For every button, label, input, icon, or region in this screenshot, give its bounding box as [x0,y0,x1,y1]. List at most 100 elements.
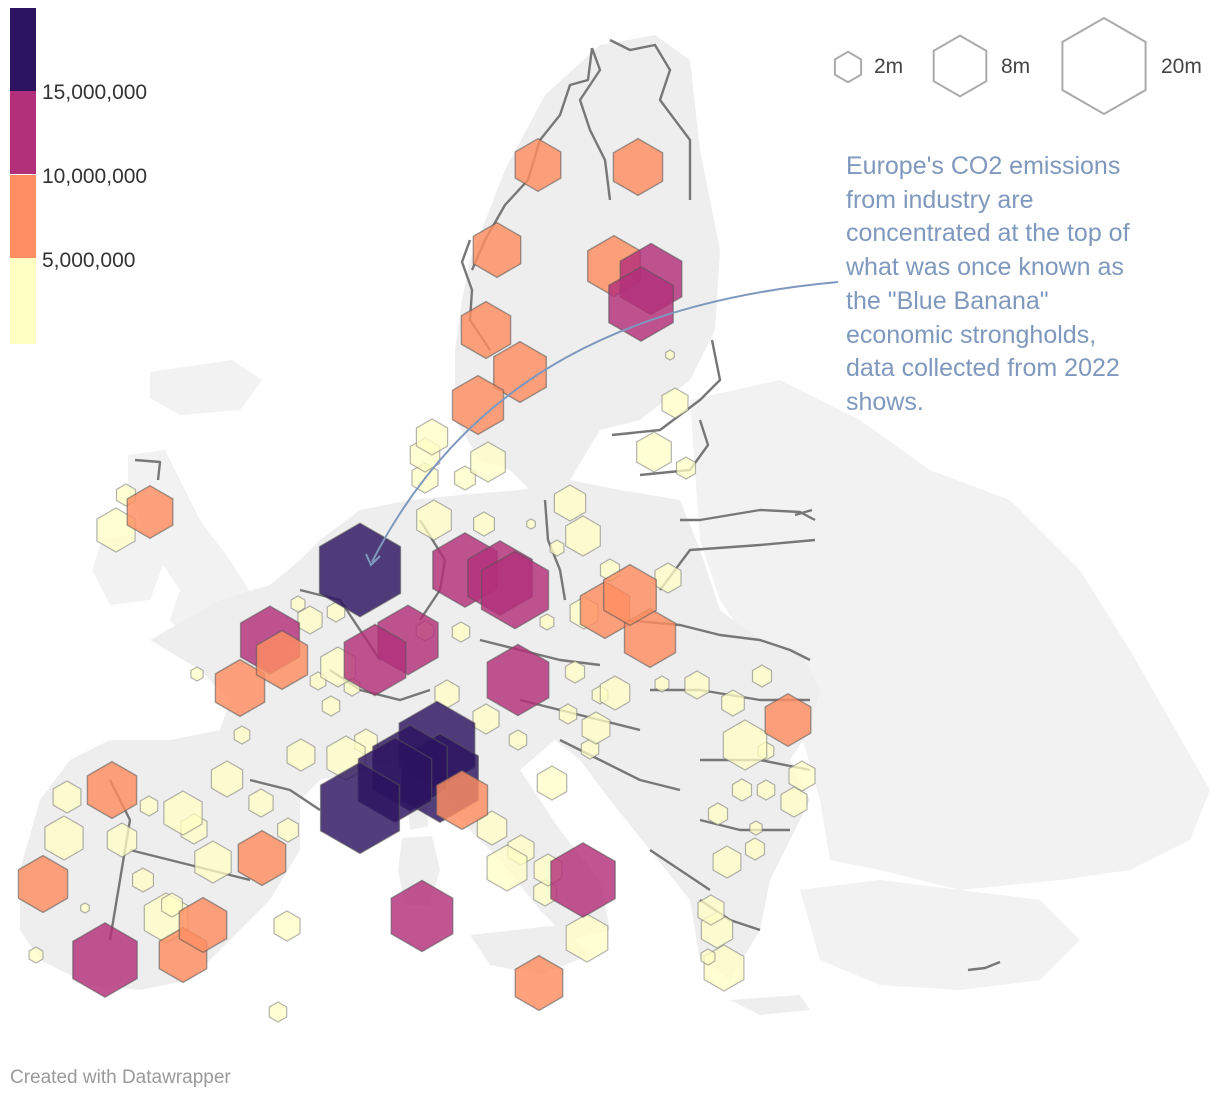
small-emission-hex [106,822,138,858]
emission-hex [764,692,812,748]
small-emission-hex [553,484,587,522]
small-emission-hex [486,844,528,892]
small-emission-hex [416,499,452,541]
anatolia-land [800,880,1080,990]
emission-hex [390,879,454,953]
emission-hex [550,841,616,919]
small-emission-hex [268,1001,288,1023]
annotation-line: Europe's CO2 emissions [846,152,1121,180]
small-emission-hex [539,613,555,631]
small-emission-hex [549,539,565,557]
small-emission-hex [163,790,203,836]
emission-hex [472,221,522,279]
small-emission-hex [565,913,609,963]
emission-hex [460,300,512,360]
small-emission-hex [415,418,449,456]
small-emission-hex [321,695,341,717]
emission-hex [319,761,401,855]
small-emission-hex [684,670,710,700]
annotation-text: Europe's CO2 emissions from industry are… [846,150,1206,420]
small-emission-hex [290,595,306,613]
annotation-line: economic strongholds, [846,320,1097,349]
small-emission-hex [233,725,251,745]
small-emission-hex [44,815,84,861]
annotation-arrow [365,281,839,567]
emission-hex [237,829,287,887]
small-emission-hex [472,703,500,735]
emission-hex [603,563,657,627]
small-emission-hex [665,349,675,361]
size-legend [833,16,1147,116]
annotation-line: concentrated at the top of [846,219,1130,248]
emission-hex [343,623,407,697]
color-legend [10,8,36,344]
small-emission-hex [751,664,773,688]
size-legend-label-2m: 2m [874,55,904,78]
small-emission-hex [194,840,232,884]
crete-land [730,995,810,1015]
small-emission-hex [80,902,90,914]
emission-hex [451,374,505,436]
emission-hex [255,629,309,691]
small-emission-hex [161,892,183,918]
small-emission-hex [780,786,808,818]
size-legend-hex [1061,16,1147,116]
legend-swatch [10,258,36,344]
emission-hex [493,340,547,404]
legend-tick-15m: 15,000,000 [42,81,148,104]
small-emission-hex [675,456,697,480]
small-emission-hex [286,738,316,772]
small-emission-hex [700,948,716,966]
emission-hex [608,265,674,343]
small-emission-hex [526,518,536,530]
small-emission-hex [470,441,506,483]
small-emission-hex [661,387,689,419]
small-emission-hex [297,605,323,635]
iceland-outline [150,360,262,415]
small-emission-hex [788,760,816,792]
small-emission-hex [654,675,670,693]
size-legend-hex [932,34,988,98]
emission-hex [480,550,550,630]
small-emission-hex [28,946,44,964]
small-emission-hex [599,675,631,711]
small-emission-hex [273,910,301,942]
small-emission-hex [744,837,766,861]
small-emission-hex [697,894,725,926]
annotation-line: the "Blue Banana" [846,286,1049,315]
emission-hex [612,137,664,197]
small-emission-hex [749,820,763,836]
small-emission-hex [132,867,154,893]
small-emission-hex [536,765,568,801]
small-emission-hex [731,778,753,802]
small-emission-hex [473,511,495,537]
small-emission-hex [558,703,578,725]
small-emission-hex [756,779,776,801]
legend-swatch [10,8,36,91]
small-emission-hex [581,711,611,745]
annotation-line: shows. [846,387,924,416]
legend-swatch [10,91,36,174]
small-emission-hex [248,788,274,818]
emission-hex [72,921,138,999]
annotation-line: what was once known as [846,253,1124,282]
emission-hex [17,854,69,914]
small-emission-hex [707,802,729,826]
small-emission-hex [712,845,742,879]
legend-tick-5m: 5,000,000 [42,249,136,272]
small-emission-hex [580,738,600,760]
emission-hex [126,484,174,540]
legend-swatch [10,175,36,258]
small-emission-hex [277,817,299,843]
size-legend-hex [833,50,863,84]
small-emission-hex [52,780,82,814]
eastern-europe-land [690,380,1210,890]
small-emission-hex [190,666,204,682]
sicily-land [470,925,590,975]
emission-hex [435,769,489,831]
small-emission-hex [565,515,601,557]
small-emission-hex [654,562,682,594]
annotation-line: from industry are [846,185,1034,214]
small-emission-hex [564,660,586,684]
